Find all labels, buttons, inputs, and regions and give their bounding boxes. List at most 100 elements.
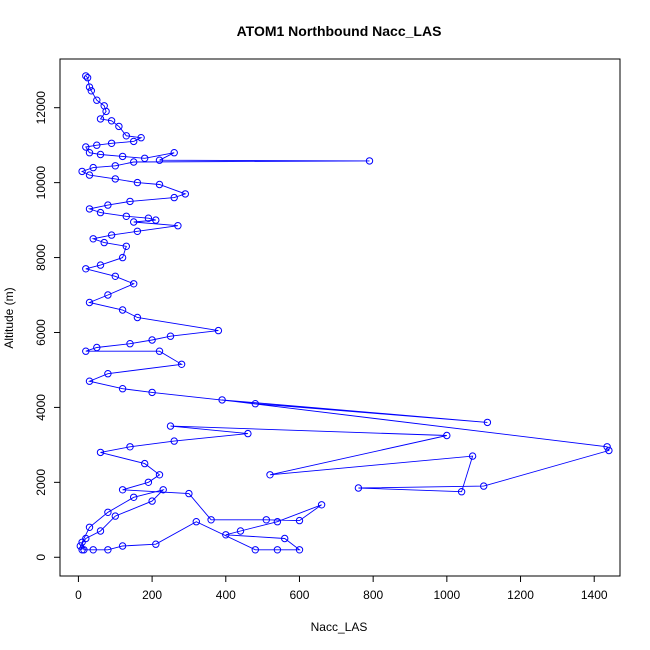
data-point	[170, 437, 178, 445]
data-point	[85, 523, 94, 531]
data-point	[104, 291, 112, 299]
data-point	[118, 542, 127, 550]
data-point	[102, 107, 110, 116]
data-point	[354, 484, 363, 492]
data-point	[89, 546, 97, 554]
data-point	[218, 396, 226, 404]
data-point	[122, 132, 131, 140]
data-point	[266, 471, 274, 479]
series	[76, 72, 613, 554]
data-point	[93, 141, 101, 149]
data-point	[603, 443, 611, 451]
data-point	[148, 497, 156, 505]
data-point	[78, 546, 86, 554]
x-tick-label: 1000	[433, 588, 460, 602]
data-point	[192, 518, 201, 526]
data-point	[104, 508, 112, 516]
data-point	[85, 205, 94, 213]
data-point	[133, 313, 142, 322]
x-tick-label: 1400	[581, 588, 608, 602]
data-point	[159, 486, 167, 494]
y-axis: 0 2000 4000 6000 8000 10000 12000	[34, 91, 61, 561]
x-tick-label: 800	[363, 588, 383, 602]
data-point	[222, 531, 230, 539]
x-tick-label: 0	[75, 588, 82, 602]
y-tick-label: 10000	[34, 166, 48, 200]
data-point	[111, 162, 120, 170]
data-point	[100, 238, 108, 247]
data-point	[96, 115, 105, 123]
data-point	[87, 87, 96, 95]
data-point	[104, 546, 112, 554]
data-point	[281, 534, 289, 543]
data-point	[262, 516, 270, 524]
data-point	[85, 171, 94, 179]
data-point	[144, 214, 153, 222]
data-point	[104, 370, 112, 378]
data-point	[144, 478, 153, 486]
data-point	[155, 180, 164, 189]
data-point	[107, 231, 116, 239]
data-point	[126, 197, 134, 206]
data-point	[76, 542, 85, 550]
data-point	[133, 178, 142, 187]
data-point	[96, 448, 105, 457]
data-point	[126, 443, 134, 451]
data-point	[141, 154, 149, 163]
data-point	[118, 486, 127, 494]
data-point	[85, 377, 94, 385]
x-axis: 0 200 400 600 800 1000 1200 1400	[75, 575, 608, 602]
data-point	[480, 482, 488, 490]
data-point	[605, 446, 613, 455]
data-point	[82, 347, 90, 355]
data-point	[89, 163, 97, 172]
chart-title: ATOM1 Northbound Nacc_LAS	[237, 23, 442, 39]
data-point	[251, 400, 260, 408]
data-point	[170, 193, 178, 202]
data-point	[82, 534, 90, 543]
data-point	[148, 388, 156, 397]
data-point	[130, 158, 138, 166]
data-point	[82, 143, 90, 151]
data-point	[317, 501, 326, 509]
data-point	[85, 298, 94, 307]
y-tick-label: 12000	[34, 91, 48, 125]
data-point	[96, 208, 105, 217]
data-point	[365, 157, 374, 165]
data-point	[295, 516, 304, 525]
data-point	[468, 452, 477, 460]
data-point	[115, 122, 123, 131]
data-point	[152, 540, 160, 548]
series-line	[79, 75, 610, 551]
data-point	[483, 418, 492, 427]
data-point	[104, 201, 112, 209]
data-point	[443, 431, 451, 440]
data-point	[155, 471, 164, 479]
data-point	[118, 385, 127, 393]
y-axis-title: Altitude (m)	[2, 287, 16, 348]
data-point	[166, 332, 175, 340]
data-point	[93, 96, 101, 104]
data-point	[130, 493, 138, 501]
data-point	[244, 429, 252, 438]
data-point	[107, 139, 116, 148]
data-point	[137, 134, 145, 142]
x-tick-label: 400	[216, 588, 236, 602]
data-point	[130, 137, 138, 146]
data-point	[85, 83, 94, 91]
data-point	[152, 216, 160, 224]
data-point	[181, 190, 190, 198]
data-point	[185, 489, 193, 498]
data-point	[174, 222, 182, 230]
plot-area	[76, 72, 613, 554]
data-point	[93, 343, 101, 352]
x-tick-label: 1200	[507, 588, 534, 602]
data-point	[251, 546, 260, 554]
data-point	[82, 72, 90, 80]
data-point	[96, 150, 105, 159]
data-point	[122, 242, 131, 251]
data-point	[273, 518, 282, 526]
data-point	[118, 253, 127, 262]
data-point	[96, 261, 105, 269]
